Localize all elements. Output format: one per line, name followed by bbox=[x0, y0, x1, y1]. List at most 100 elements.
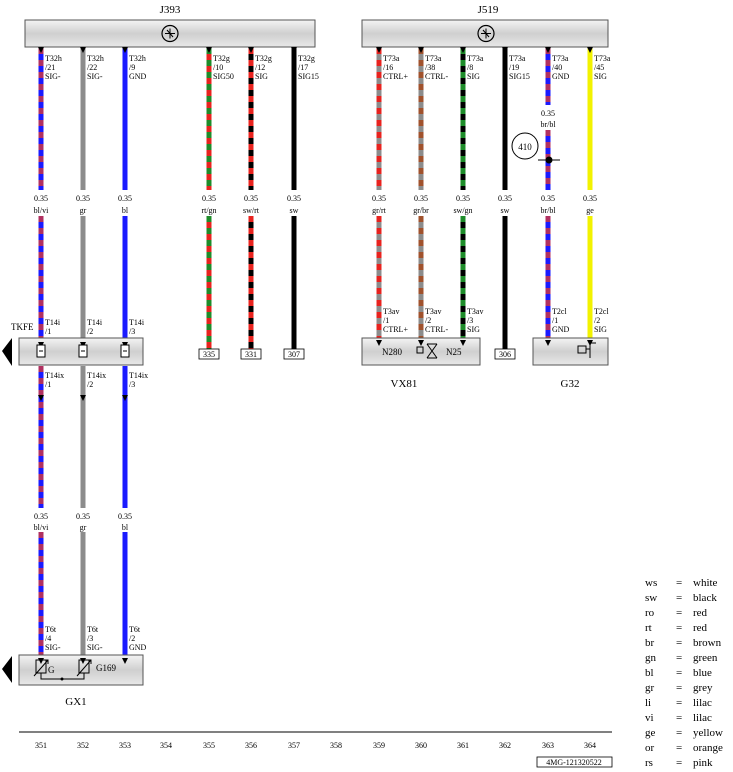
wire-size-360: 0.35 bbox=[414, 194, 428, 203]
wire-size-355: 0.35 bbox=[202, 194, 216, 203]
wire-color-lower-352: gr bbox=[80, 523, 87, 532]
conn-t14ix-352: /2 bbox=[87, 380, 93, 389]
conn-t14ix-351: T14ix bbox=[45, 371, 64, 380]
pin-label-363: T73a bbox=[552, 54, 569, 63]
legend-name: lilac bbox=[693, 697, 712, 709]
wire-size-362: 0.35 bbox=[498, 194, 512, 203]
column-number-359: 359 bbox=[373, 741, 385, 750]
conn-t6t-351: /4 bbox=[45, 634, 51, 643]
wire-color-lower-351: bl/vi bbox=[34, 523, 49, 532]
vx81-label: VX81 bbox=[391, 378, 418, 390]
pin-label-364: T73a bbox=[594, 54, 611, 63]
pin-label-361: SIG bbox=[467, 72, 480, 81]
pin-label-361: /8 bbox=[467, 63, 473, 72]
legend-name: brown bbox=[693, 637, 722, 649]
pin-label-356: SIG bbox=[255, 72, 268, 81]
legend-name: pink bbox=[693, 757, 713, 769]
legend-name: black bbox=[693, 592, 717, 604]
conn-t6t-353: /2 bbox=[129, 634, 135, 643]
column-number-357: 357 bbox=[288, 741, 300, 750]
wire-color-359: gr/rt bbox=[372, 206, 387, 215]
wire-size-mid-363: 0.35 bbox=[541, 109, 555, 118]
wire-color-lower-353: bl bbox=[122, 523, 129, 532]
legend-eq: = bbox=[676, 712, 682, 724]
wire-color-362: sw bbox=[501, 206, 510, 215]
pin-label-351: SIG- bbox=[45, 72, 61, 81]
legend-code: gn bbox=[645, 652, 657, 664]
legend-code: li bbox=[645, 697, 651, 709]
conn-t14ix-352: T14ix bbox=[87, 371, 106, 380]
conn-t6t-352: T6t bbox=[87, 625, 99, 634]
conn-t14i-352: T14i bbox=[87, 318, 103, 327]
pin-label-364: /45 bbox=[594, 63, 604, 72]
wire-size-363: 0.35 bbox=[541, 194, 555, 203]
labels-layer: T32h/21SIG-T32h/22SIG-T32h/9GNDT32g/10SI… bbox=[34, 54, 611, 750]
legend-code: gr bbox=[645, 682, 655, 694]
column-number-356: 356 bbox=[245, 741, 257, 750]
conn-t14ix-351: /1 bbox=[45, 380, 51, 389]
pin-arrow-icon bbox=[248, 47, 254, 53]
pin-label-362: /19 bbox=[509, 63, 519, 72]
conn-t3av-359: /1 bbox=[383, 316, 389, 325]
color-legend: ws = white sw = black ro = red rt = red br = brown gn = g… bbox=[645, 577, 723, 769]
legend-eq: = bbox=[676, 667, 682, 679]
pin-label-360: CTRL- bbox=[425, 72, 448, 81]
pin-label-357: /17 bbox=[298, 63, 308, 72]
ground-point-label: 410 bbox=[518, 142, 532, 152]
column-number-364: 364 bbox=[584, 741, 596, 750]
wire-color-364: ge bbox=[586, 206, 594, 215]
conn-t3av-361: T3av bbox=[467, 307, 483, 316]
conn-t6t-353: GND bbox=[129, 643, 147, 652]
control-unit-j393: J393 bbox=[24, 4, 316, 48]
conn-t6t-353: T6t bbox=[129, 625, 141, 634]
column-number-355: 355 bbox=[203, 741, 215, 750]
pin-label-353: T32h bbox=[129, 54, 146, 63]
g-label: G bbox=[48, 665, 55, 675]
pin-arrow-icon bbox=[418, 340, 424, 346]
column-number-360: 360 bbox=[415, 741, 427, 750]
legend-name: white bbox=[693, 577, 718, 589]
pin-label-359: /16 bbox=[383, 63, 393, 72]
pin-label-351: /21 bbox=[45, 63, 55, 72]
pin-label-353: /9 bbox=[129, 63, 135, 72]
pin-arrow-icon bbox=[38, 395, 44, 401]
pin-label-355: /10 bbox=[213, 63, 223, 72]
legend-eq: = bbox=[676, 637, 682, 649]
pin-arrow-icon bbox=[80, 658, 86, 664]
column-number-362: 362 bbox=[499, 741, 511, 750]
wire-color-352: gr bbox=[80, 206, 87, 215]
legend-eq: = bbox=[676, 622, 682, 634]
component-g32: G32 bbox=[532, 337, 609, 390]
pin-label-360: /38 bbox=[425, 63, 435, 72]
conn-t6t-352: SIG- bbox=[87, 643, 103, 652]
pin-arrow-icon bbox=[460, 47, 466, 53]
ground-symbol-icon bbox=[161, 24, 179, 43]
doc-code: 4MG-121320522 bbox=[546, 758, 602, 767]
n25-label: N25 bbox=[446, 347, 462, 357]
pin-arrow-icon bbox=[460, 340, 466, 346]
pin-label-355: T32g bbox=[213, 54, 230, 63]
control-unit-j519: J519 bbox=[361, 4, 609, 48]
wire-size-351: 0.35 bbox=[34, 194, 48, 203]
conn-t3av-361: SIG bbox=[467, 325, 480, 334]
wire-color-355: rt/gn bbox=[201, 206, 216, 215]
legend-name: green bbox=[693, 652, 718, 664]
legend-eq: = bbox=[676, 727, 682, 739]
column-number-363: 363 bbox=[542, 741, 554, 750]
n280-label: N280 bbox=[382, 347, 402, 357]
wire-size-lower-352: 0.35 bbox=[76, 512, 90, 521]
conn-t2cl-363: GND bbox=[552, 325, 570, 334]
pin-label-355: SIG50 bbox=[213, 72, 234, 81]
pin-arrow-icon bbox=[418, 47, 424, 53]
legend-name: red bbox=[693, 607, 708, 619]
wire-color-353: bl bbox=[122, 206, 129, 215]
conn-t14i-351: /1 bbox=[45, 327, 51, 336]
legend-eq: = bbox=[676, 682, 682, 694]
pin-arrow-icon bbox=[122, 658, 128, 664]
conn-t14i-353: T14i bbox=[129, 318, 145, 327]
column-number-353: 353 bbox=[119, 741, 131, 750]
reference-362: 306 bbox=[499, 350, 511, 359]
legend-name: lilac bbox=[693, 712, 712, 724]
pin-arrow-icon bbox=[587, 47, 593, 53]
